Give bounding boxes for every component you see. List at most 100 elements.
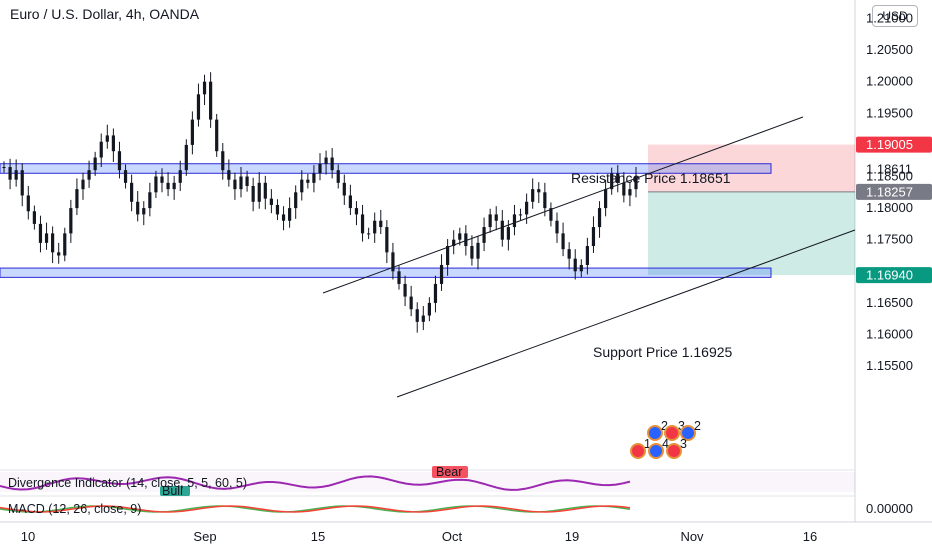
candle-body [500, 220, 504, 240]
candle-body [87, 170, 91, 180]
candle-body [275, 204, 280, 215]
x-tick-label: Sep [193, 529, 216, 544]
price-tag: 1.19005 [856, 136, 932, 153]
macd-indicator-label: MACD (12, 26, close, 9) [8, 502, 141, 516]
event-flag-icon[interactable] [680, 425, 696, 441]
candle-body [421, 315, 425, 322]
candle-body [227, 170, 231, 180]
candle-body [184, 144, 188, 171]
candle-body [63, 233, 67, 256]
channel-upper-line[interactable] [322, 116, 804, 294]
event-badge-count: 1 [644, 437, 651, 451]
candle-body [439, 264, 444, 284]
candle-body [616, 173, 620, 183]
candle-body [257, 182, 261, 202]
candle-body [561, 233, 565, 250]
chart-title: Euro / U.S. Dollar, 4h, OANDA [10, 6, 200, 22]
price-tag: 1.18257 [856, 183, 932, 200]
candle-body [555, 220, 559, 234]
macd-signal-line [0, 505, 631, 513]
candle-body [549, 208, 553, 221]
candle-body [409, 296, 413, 310]
candle-body [585, 246, 589, 265]
x-tick-label: Oct [442, 529, 463, 544]
candle-body [209, 81, 213, 120]
candle-body [518, 214, 523, 216]
candle-body [403, 283, 407, 297]
candle-body [300, 179, 304, 193]
price-tag-label: 1.16940 [866, 268, 913, 283]
bull-signal-label: Bull [162, 484, 183, 498]
y-tick-label: 1.16000 [866, 327, 913, 342]
candle-body [597, 208, 602, 228]
event-flag-icon[interactable] [666, 443, 682, 459]
candle-body [476, 242, 480, 259]
candle-body [373, 220, 377, 234]
candle-body [166, 182, 170, 190]
candle-body [20, 170, 24, 196]
candle-body [160, 176, 164, 183]
candle-body [488, 214, 492, 228]
candle-body [81, 179, 85, 190]
candle-body [136, 201, 140, 215]
candle-body [288, 208, 292, 221]
resistance-zone[interactable] [0, 163, 772, 174]
support-zone[interactable] [0, 267, 772, 278]
candle-body [221, 151, 225, 171]
candle-body [464, 233, 468, 247]
candle-body [239, 176, 243, 190]
candle-body [470, 246, 474, 259]
bear-signal-badge [432, 466, 468, 478]
candle-body [354, 208, 359, 215]
candle-body [38, 223, 43, 243]
candle-body [8, 167, 12, 180]
event-flag-icon[interactable] [664, 425, 680, 441]
candle-body [202, 81, 207, 95]
candle-body [263, 182, 267, 199]
y-tick-label: 1.20500 [866, 42, 913, 57]
candle-body [628, 189, 632, 196]
candle-body [105, 135, 109, 142]
event-badge-count: 3 [680, 437, 687, 451]
y-tick-label: 1.15500 [866, 358, 913, 373]
candle-body [379, 220, 383, 228]
divergence-line [0, 475, 631, 491]
channel-lower-line[interactable] [396, 229, 856, 398]
candle-body [306, 179, 310, 183]
candle-body [14, 170, 18, 180]
event-flag-icon[interactable] [630, 443, 646, 459]
candle-body [348, 195, 352, 209]
event-flag-icon[interactable] [647, 425, 663, 441]
candle-body [172, 182, 176, 190]
currency-selector[interactable]: USD [872, 5, 918, 27]
candle-body [269, 198, 273, 205]
y-tick-label: 1.17500 [866, 232, 913, 247]
event-flag-icon[interactable] [648, 443, 664, 459]
candle-body [245, 176, 249, 186]
candle-body [610, 173, 614, 190]
candle-body [318, 163, 322, 174]
candle-body [178, 170, 182, 183]
candle-body [452, 239, 456, 247]
profit-target-zone [648, 144, 855, 192]
candle-body [312, 173, 316, 183]
y-tick-label: 1.18611 [866, 161, 912, 176]
candle-body [458, 233, 462, 240]
candle-body [415, 309, 419, 322]
candle-body [324, 157, 328, 164]
x-tick-label: 16 [803, 529, 817, 544]
x-tick-label: 15 [311, 529, 325, 544]
stop-loss-zone [648, 191, 855, 276]
candle-body [604, 189, 608, 209]
candle-body [51, 233, 55, 253]
candle-body [525, 201, 529, 215]
x-tick-label: 19 [565, 529, 579, 544]
candle-body [148, 192, 152, 209]
candle-body [75, 189, 79, 209]
candle-body [433, 283, 438, 303]
candle-body [336, 170, 340, 183]
y-tick-label: 1.20000 [866, 74, 913, 89]
x-tick-label: 10 [21, 529, 35, 544]
candle-body [294, 192, 298, 209]
